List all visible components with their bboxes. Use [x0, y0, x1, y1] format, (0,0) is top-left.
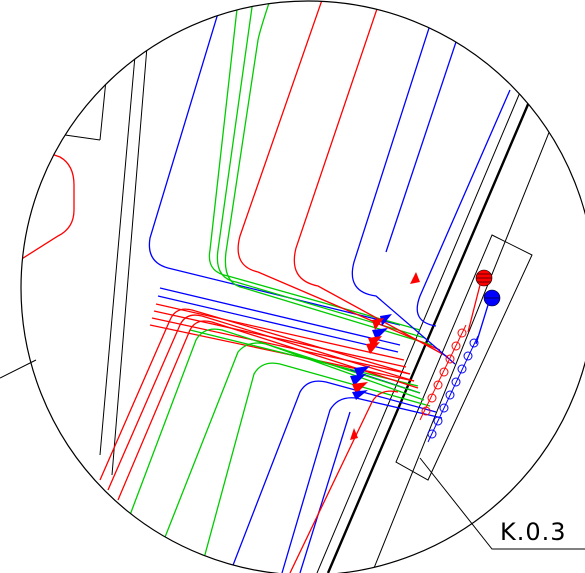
lower-pipe-fan: [99, 308, 443, 573]
callout-leader-line: [419, 457, 585, 550]
flow-arrows: [350, 272, 420, 440]
outer-wall-band: [316, 89, 557, 573]
red-pipe-left: [21, 149, 75, 261]
manifold-box: [395, 234, 533, 481]
manifold-supply-ball: [467, 269, 493, 333]
horizontal-pipe-bundle: [149, 287, 421, 394]
upper-pipe-runs: [148, 1, 511, 365]
left-wall-outline: [29, 1, 151, 476]
manifold-return-ball: [475, 289, 501, 345]
manifold-connectors: [419, 324, 479, 443]
detail-magnifier-circle: [20, 0, 585, 573]
callout-label: K.0.3: [500, 518, 567, 546]
left-leader-line: [0, 359, 37, 379]
